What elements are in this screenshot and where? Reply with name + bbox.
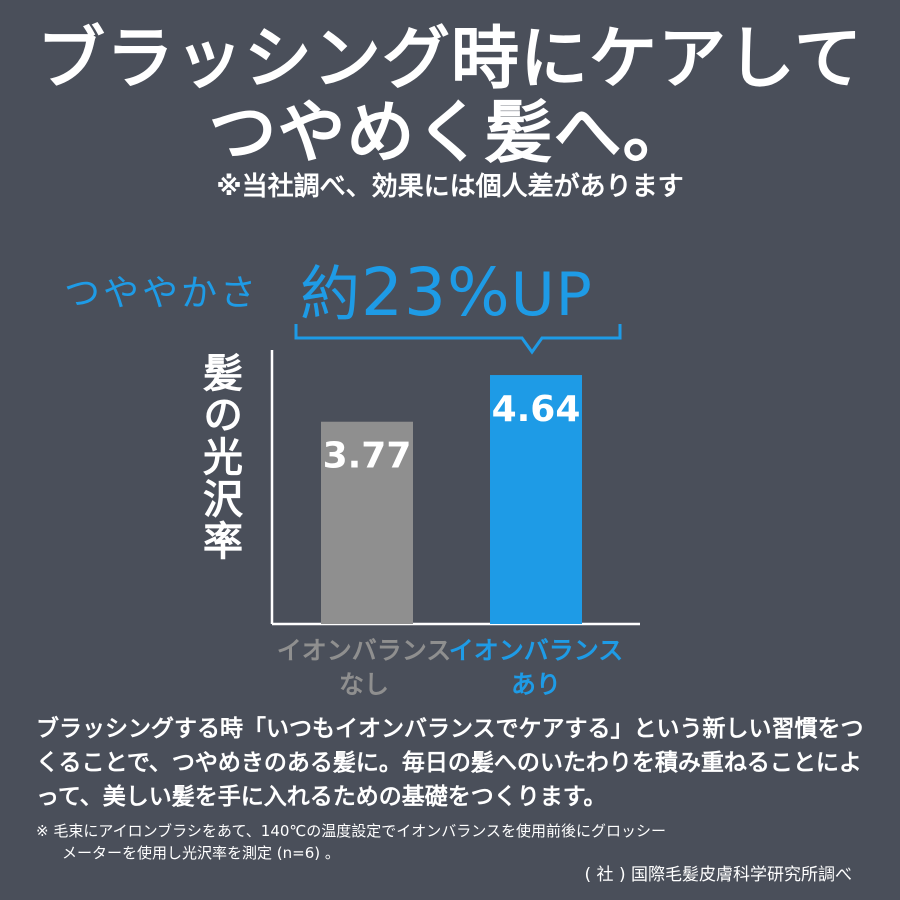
headline-callout: つややかさ 約23%UP [64, 246, 844, 331]
measurement-note: ※ 毛束にアイロンブラシをあて、140℃の温度設定でイオンバランスを使用前後にグ… [36, 820, 876, 864]
category-label-without: イオンバランス なし [264, 634, 464, 702]
bar-value-label-1: 4.64 [492, 389, 581, 430]
category-label-with-line1: イオンバランス [448, 636, 624, 665]
body-text: ブラッシングする時「いつもイオンバランスでケアする」という新しい習慣をつくること… [36, 716, 864, 810]
headline-value-prefix: 約 [300, 260, 361, 330]
headline-value: 約23%UP [300, 246, 593, 333]
headline-value-number: 23% [361, 254, 511, 331]
bar-value-label-0: 3.77 [323, 436, 412, 477]
bars-group: 3.77 4.64 [321, 375, 582, 624]
bar-1 [490, 375, 582, 624]
category-label-without-line1: イオンバランス [276, 636, 452, 665]
bar-0 [321, 421, 413, 624]
callout-bracket [294, 324, 622, 355]
measurement-note-line2: メーターを使用し光沢率を測定 (n=6) 。 [62, 844, 340, 862]
measurement-note-line1: ※ 毛束にアイロンブラシをあて、140℃の温度設定でイオンバランスを使用前後にグ… [36, 822, 666, 840]
disclaimer: ※当社調べ、効果には個人差があります [216, 172, 684, 202]
headline-prefix: つややかさ [64, 273, 260, 314]
category-label-with-line2: あり [510, 670, 561, 699]
category-label-with: イオンバランス あり [436, 634, 636, 702]
title-line-1: ブラッシング時にケアして [37, 20, 863, 99]
y-axis-label: 髪の光沢率 [196, 352, 242, 562]
category-label-without-line2: なし [338, 670, 389, 699]
title-line-2: つやめく髪へ。 [208, 94, 692, 173]
headline-value-suffix: UP [510, 260, 593, 330]
source-credit: ( 社 ) 国際毛髪皮膚科学研究所調べ [584, 865, 852, 885]
